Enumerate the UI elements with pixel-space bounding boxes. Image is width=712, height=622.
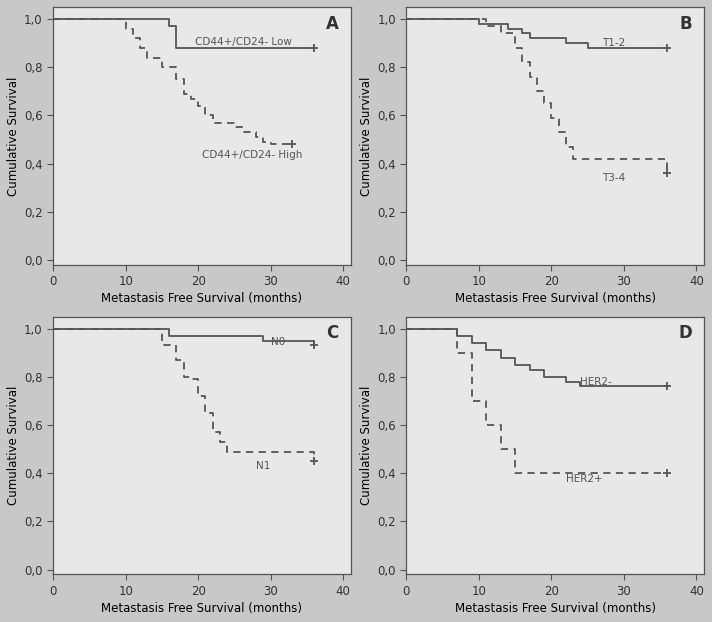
Text: HER2-: HER2- [580,377,612,387]
Y-axis label: Cumulative Survival: Cumulative Survival [360,77,373,195]
Text: T3-4: T3-4 [602,173,625,183]
Text: B: B [679,15,692,33]
Text: N1: N1 [256,461,271,471]
Y-axis label: Cumulative Survival: Cumulative Survival [7,77,20,195]
Y-axis label: Cumulative Survival: Cumulative Survival [360,386,373,505]
X-axis label: Metastasis Free Survival (months): Metastasis Free Survival (months) [101,602,303,615]
Text: CD44+/CD24- High: CD44+/CD24- High [201,150,302,160]
Text: CD44+/CD24- Low: CD44+/CD24- Low [194,37,291,47]
X-axis label: Metastasis Free Survival (months): Metastasis Free Survival (months) [454,292,656,305]
Text: A: A [326,15,339,33]
X-axis label: Metastasis Free Survival (months): Metastasis Free Survival (months) [101,292,303,305]
Text: T1-2: T1-2 [602,38,625,48]
Text: D: D [678,324,692,342]
Y-axis label: Cumulative Survival: Cumulative Survival [7,386,20,505]
X-axis label: Metastasis Free Survival (months): Metastasis Free Survival (months) [454,602,656,615]
Text: HER2+: HER2+ [566,474,602,485]
Text: C: C [326,324,339,342]
Text: N0: N0 [271,337,285,347]
